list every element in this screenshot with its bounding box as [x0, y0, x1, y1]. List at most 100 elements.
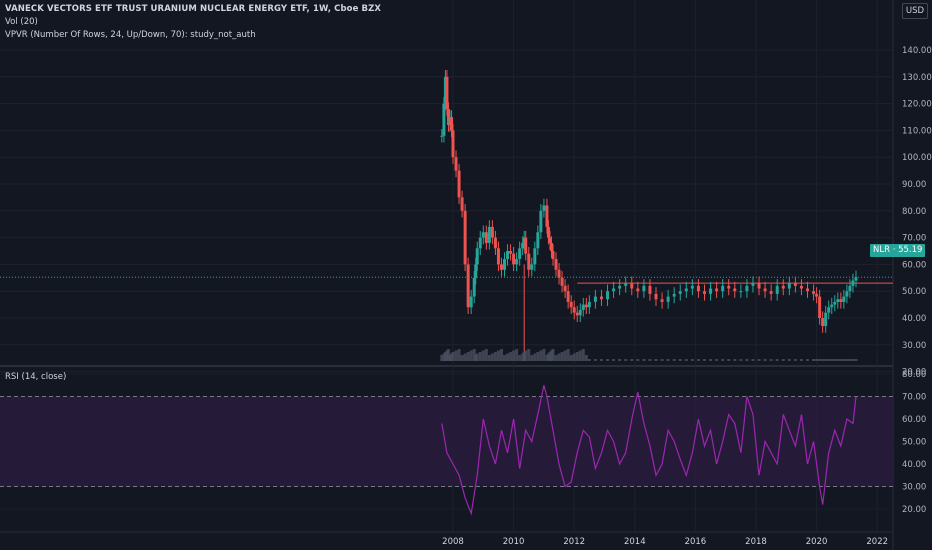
volume-bar	[496, 350, 500, 361]
volume-bar	[727, 359, 731, 361]
price-candle	[569, 301, 573, 308]
volume-bar	[851, 359, 855, 361]
rsi-legend[interactable]: RSI (14, close)	[5, 372, 67, 382]
time-tick-label: 2022	[866, 537, 888, 547]
volume-bar	[533, 353, 537, 361]
volume-bar	[463, 353, 467, 361]
volume-bar	[472, 349, 476, 361]
price-candle	[506, 251, 510, 260]
price-candle	[530, 264, 534, 270]
price-tick-label: 120.00	[902, 100, 932, 110]
price-candle	[799, 285, 803, 289]
volume-bar	[696, 359, 700, 361]
price-candle	[630, 283, 634, 289]
price-candle	[648, 285, 652, 294]
volume-bar	[557, 353, 561, 361]
volume-legend[interactable]: Vol (20)	[5, 17, 38, 27]
price-candle	[581, 304, 585, 310]
price-candle	[666, 296, 670, 302]
volume-bar	[503, 355, 507, 361]
volume-bar	[793, 359, 797, 361]
price-candle	[448, 117, 452, 126]
price-tick-label: 90.00	[902, 180, 926, 190]
volume-bar	[522, 352, 526, 361]
volume-bar	[739, 359, 743, 361]
volume-bar	[563, 350, 567, 361]
price-candle	[781, 285, 785, 289]
price-candle	[484, 232, 488, 243]
volume-bar	[821, 359, 825, 361]
price-candle	[454, 157, 458, 171]
volume-bar	[515, 349, 519, 361]
volume-bar	[572, 353, 576, 361]
volume-bar	[475, 353, 479, 361]
vpvr-legend[interactable]: VPVR (Number Of Rows, 24, Up/Down, 70): …	[5, 30, 256, 40]
volume-bar	[854, 359, 858, 361]
time-tick-label: 2014	[624, 537, 646, 547]
volume-bar	[630, 359, 634, 361]
volume-bar	[524, 350, 528, 361]
price-candle	[660, 299, 664, 302]
price-candle	[690, 285, 694, 289]
price-candle	[539, 210, 543, 233]
volume-bar	[449, 353, 453, 361]
volume-bar	[466, 352, 470, 361]
price-candle	[451, 130, 455, 158]
price-tick-label: 40.00	[902, 314, 926, 324]
price-pane[interactable]	[0, 70, 893, 361]
price-candle	[775, 285, 779, 294]
price-candle	[593, 296, 597, 302]
volume-bar	[578, 350, 582, 361]
price-candle	[566, 291, 570, 302]
price-candle	[563, 285, 567, 292]
volume-bar	[499, 349, 503, 361]
price-candle	[606, 291, 610, 300]
price-candle	[509, 251, 513, 254]
volume-bar	[763, 359, 767, 361]
currency-badge[interactable]: USD	[902, 3, 928, 19]
volume-bar	[827, 359, 831, 361]
volume-bar	[545, 355, 549, 361]
price-candle	[851, 280, 855, 286]
volume-bar	[769, 359, 773, 361]
volume-bar	[539, 350, 543, 361]
rsi-pane[interactable]	[0, 385, 893, 516]
volume-bar	[478, 352, 482, 361]
price-tick-label: 20.00	[902, 368, 926, 378]
price-candle	[449, 117, 453, 131]
price-tick-label: 100.00	[902, 153, 932, 163]
price-candle	[560, 277, 564, 286]
volume-bar	[806, 359, 810, 361]
volume-bar	[542, 349, 546, 361]
volume-bar	[518, 355, 522, 361]
price-candle	[472, 277, 476, 297]
price-candle	[848, 285, 852, 292]
volume-bar	[690, 359, 694, 361]
volume-bar	[636, 359, 640, 361]
volume-bar	[548, 352, 552, 361]
price-candle	[466, 264, 470, 308]
price-candle	[490, 226, 494, 238]
rsi-band	[0, 396, 893, 487]
volume-bar	[775, 359, 779, 361]
volume-bar	[648, 359, 652, 361]
volume-bar	[702, 359, 706, 361]
volume-bar	[445, 350, 449, 361]
price-candle	[721, 285, 725, 292]
price-candle	[818, 296, 822, 318]
time-tick-label: 2016	[685, 537, 707, 547]
price-candle	[557, 269, 561, 278]
price-candle	[545, 205, 549, 227]
volume-bar	[509, 352, 513, 361]
volume-bar	[440, 355, 444, 361]
price-candle	[474, 264, 478, 278]
price-candle	[845, 291, 849, 297]
price-candle	[524, 237, 528, 254]
volume-bar	[506, 353, 510, 361]
volume-bar	[493, 352, 497, 361]
rsi-tick-label: 30.00	[902, 483, 926, 493]
price-candle	[440, 135, 444, 137]
price-candle	[478, 237, 482, 249]
time-tick-label: 2012	[563, 537, 585, 547]
